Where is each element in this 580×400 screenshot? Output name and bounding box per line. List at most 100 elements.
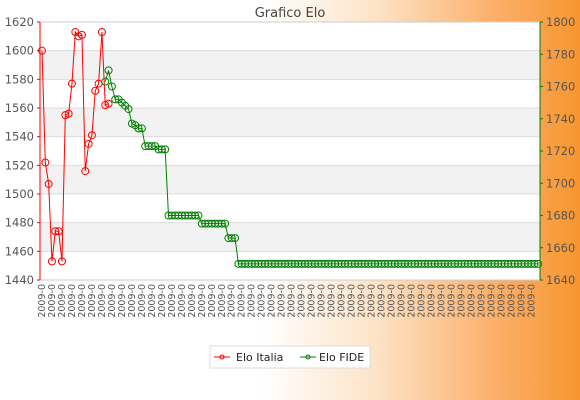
data-point-elo-fide[interactable] <box>134 124 143 133</box>
x-tick-label: 2009-0 <box>397 284 408 318</box>
x-tick-label: 2009-0 <box>187 284 198 318</box>
x-tick-label: 2009-0 <box>357 284 368 318</box>
y-left-tick-label: 1480 <box>5 216 34 230</box>
legend: Elo Italia Elo FIDE <box>209 345 371 369</box>
data-point-elo-fide[interactable] <box>157 145 166 154</box>
data-point-elo-fide[interactable] <box>124 105 133 114</box>
data-point-elo-fide[interactable] <box>137 124 146 133</box>
data-point-elo-fide[interactable] <box>530 259 539 268</box>
plot-band <box>40 108 540 137</box>
data-point-elo-italia[interactable] <box>97 28 106 37</box>
data-point-elo-italia[interactable] <box>51 227 60 236</box>
data-point-elo-italia[interactable] <box>84 139 93 148</box>
data-point-elo-fide[interactable] <box>231 234 240 243</box>
y-right-tick-label: 1700 <box>546 176 575 190</box>
y-left-tick-label: 1500 <box>5 187 34 201</box>
x-tick-label: 2009-0 <box>177 284 188 318</box>
data-point-elo-italia[interactable] <box>87 131 96 140</box>
data-point-elo-fide[interactable] <box>217 219 226 228</box>
data-point-elo-italia[interactable] <box>38 46 46 55</box>
x-tick-label: 2009-0 <box>137 284 148 318</box>
x-tick-label: 2009-0 <box>127 284 138 318</box>
legend-label-elo-fide: Elo FIDE <box>319 351 364 364</box>
x-tick-label: 2009-0 <box>486 284 497 318</box>
y-axis-left: 1440 1460 1480 1500 1520 1540 1560 1580 1600 1620 <box>5 15 41 287</box>
data-point-elo-fide[interactable] <box>107 82 116 91</box>
series-line-elo-italia <box>41 30 109 262</box>
x-tick-label: 2009-0 <box>347 284 358 318</box>
plot-band <box>40 222 540 252</box>
x-tick-label: 2009-0 <box>526 284 537 318</box>
x-tick-label: 2009-0 <box>67 284 78 318</box>
data-point-elo-fide[interactable] <box>194 211 203 220</box>
data-point-elo-italia[interactable] <box>81 167 90 176</box>
x-tick-label: 2009-0 <box>337 284 348 318</box>
data-point-elo-italia[interactable] <box>47 257 56 266</box>
x-tick-label: 2009-0 <box>47 284 58 318</box>
x-tick-label: 2009-0 <box>506 284 517 318</box>
x-tick-label: 2009-0 <box>496 284 507 318</box>
legend-marker-elo-fide <box>305 354 311 360</box>
x-tick-label: 2009-0 <box>37 284 48 318</box>
x-tick-label: 2009-0 <box>476 284 487 318</box>
plot-band <box>40 165 540 194</box>
x-tick-label: 2009-0 <box>147 284 158 318</box>
plot-band <box>40 50 540 80</box>
data-point-elo-italia[interactable] <box>64 109 73 118</box>
y-right-tick-label: 1760 <box>546 80 575 94</box>
y-left-tick-label: 1560 <box>5 101 34 115</box>
data-point-elo-fide[interactable] <box>221 219 230 228</box>
x-tick-label: 2009-0 <box>446 284 457 318</box>
y-right-tick-label: 1800 <box>546 15 575 29</box>
data-point-elo-italia[interactable] <box>57 257 66 266</box>
x-tick-label: 2009-0 <box>237 284 248 318</box>
legend-item-elo-fide[interactable]: Elo FIDE <box>300 351 364 364</box>
data-point-elo-fide[interactable] <box>161 145 170 154</box>
data-point-elo-italia[interactable] <box>54 227 63 236</box>
x-tick-label: 2009-0 <box>466 284 477 318</box>
x-tick-label: 2009-0 <box>317 284 328 318</box>
y-left-tick-label: 1460 <box>5 244 34 258</box>
data-point-elo-fide[interactable] <box>227 234 236 243</box>
series-elo-italia <box>38 28 113 266</box>
y-right-tick-label: 1680 <box>546 209 575 223</box>
x-tick-label: 2009-0 <box>297 284 308 318</box>
x-tick-label: 2009-0 <box>77 284 88 318</box>
data-point-elo-italia[interactable] <box>67 79 76 88</box>
y-right-tick-label: 1740 <box>546 112 575 126</box>
x-tick-label: 2009-0 <box>157 284 168 318</box>
legend-label-elo-italia: Elo Italia <box>236 351 283 364</box>
y-axis-right: 1640 1660 1680 1700 1720 1740 1760 1780 1800 <box>539 15 575 287</box>
x-tick-label: 2009-0 <box>197 284 208 318</box>
x-tick-label: 2009-0 <box>117 284 128 318</box>
data-point-elo-fide[interactable] <box>104 66 113 75</box>
x-tick-label: 2009-0 <box>217 284 228 318</box>
x-tick-label: 2009-0 <box>207 284 218 318</box>
y-right-tick-label: 1660 <box>546 241 575 255</box>
data-point-elo-italia[interactable] <box>44 179 53 188</box>
y-left-tick-label: 1540 <box>5 130 34 144</box>
data-point-elo-fide[interactable] <box>147 142 156 151</box>
x-tick-label: 2009-0 <box>87 284 98 318</box>
data-point-elo-fide[interactable] <box>534 259 542 268</box>
x-tick-label: 2009-0 <box>247 284 258 318</box>
chart-title: Grafico Elo <box>255 6 326 21</box>
x-tick-label: 2009-0 <box>426 284 437 318</box>
x-tick-label: 2009-0 <box>267 284 278 318</box>
x-tick-label: 2009-0 <box>307 284 318 318</box>
data-point-elo-fide[interactable] <box>111 95 120 104</box>
legend-marker-elo-italia <box>219 354 225 360</box>
data-point-elo-italia[interactable] <box>104 99 113 108</box>
data-point-elo-italia[interactable] <box>77 30 86 39</box>
data-point-elo-fide[interactable] <box>191 211 200 220</box>
legend-box <box>209 345 371 369</box>
data-point-elo-fide[interactable] <box>101 77 110 86</box>
data-point-elo-italia[interactable] <box>91 86 100 95</box>
legend-item-elo-italia[interactable]: Elo Italia <box>214 351 283 364</box>
series-elo-fide <box>101 66 542 268</box>
x-tick-label: 2009-0 <box>277 284 288 318</box>
y-left-tick-label: 1580 <box>5 72 34 86</box>
data-point-elo-italia[interactable] <box>41 158 50 167</box>
